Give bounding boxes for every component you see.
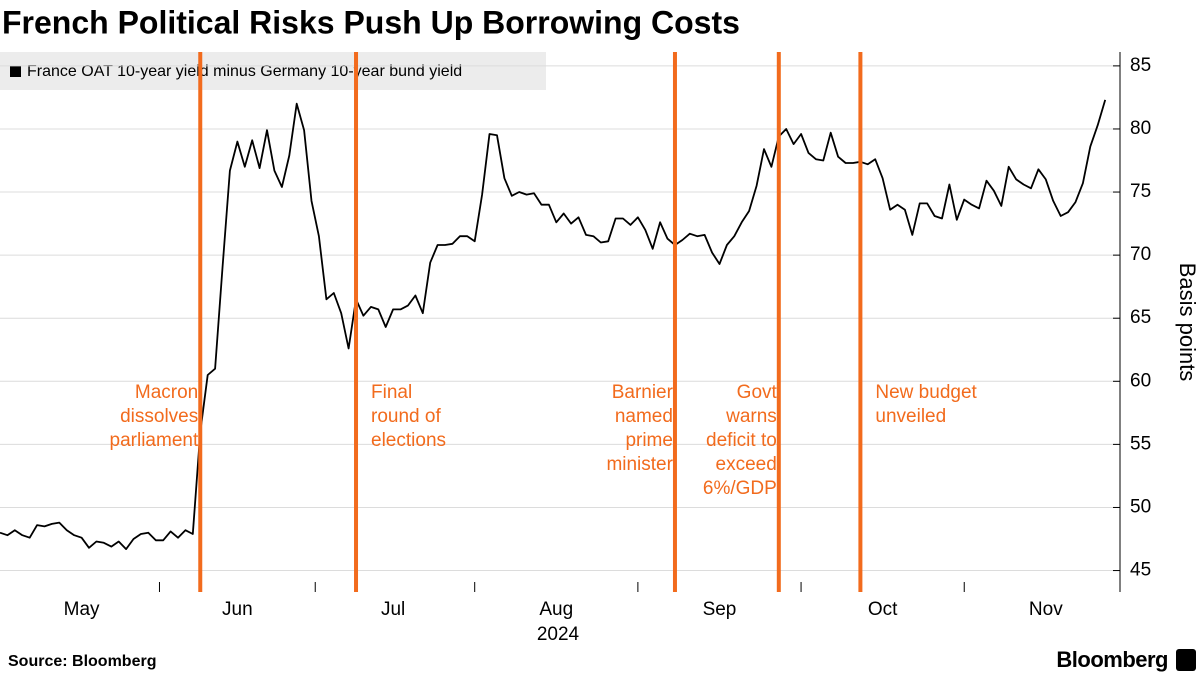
y-tick-label: 50 xyxy=(1130,496,1151,517)
y-tick-label: 85 xyxy=(1130,55,1151,76)
annotation-text: deficit to xyxy=(706,430,777,451)
x-tick-label: Oct xyxy=(868,599,898,620)
y-tick-label: 60 xyxy=(1130,370,1151,391)
x-tick-label: Jun xyxy=(222,599,253,620)
legend-swatch xyxy=(10,66,21,77)
chart-title: French Political Risks Push Up Borrowing… xyxy=(2,4,740,40)
annotation-text: exceed xyxy=(716,454,777,475)
x-tick-label: Sep xyxy=(703,599,737,620)
annotation-text: minister xyxy=(606,454,673,475)
x-tick-label: Aug xyxy=(539,599,573,620)
annotation-text: Macron xyxy=(135,382,198,403)
y-tick-label: 65 xyxy=(1130,307,1151,328)
legend-label: France OAT 10-year yield minus Germany 1… xyxy=(27,63,462,80)
y-tick-label: 75 xyxy=(1130,181,1151,202)
y-tick-label: 55 xyxy=(1130,433,1151,454)
annotation-text: Final xyxy=(371,382,412,403)
annotation-text: New budget xyxy=(875,382,977,403)
annotation-text: dissolves xyxy=(120,406,198,427)
y-axis-label: Basis points xyxy=(1175,263,1200,382)
annotation-text: 6%/GDP xyxy=(703,478,777,499)
annotation-text: prime xyxy=(625,430,673,451)
annotation-text: warns xyxy=(725,406,777,427)
x-tick-label: May xyxy=(64,599,100,620)
annotation-text: named xyxy=(615,406,673,427)
y-tick-label: 45 xyxy=(1130,560,1151,581)
brand-icon xyxy=(1176,649,1196,671)
x-axis-label: 2024 xyxy=(537,624,580,645)
x-tick-label: Jul xyxy=(381,599,405,620)
annotation-text: elections xyxy=(371,430,446,451)
brand: Bloomberg xyxy=(1056,647,1168,672)
annotation-text: Barnier xyxy=(612,382,674,403)
legend xyxy=(0,52,546,90)
annotation-text: round of xyxy=(371,406,441,427)
annotation-text: Govt xyxy=(737,382,778,403)
source: Source: Bloomberg xyxy=(8,653,156,670)
annotation-text: parliament xyxy=(110,430,199,451)
y-tick-label: 70 xyxy=(1130,244,1151,265)
y-tick-label: 80 xyxy=(1130,118,1151,139)
x-tick-label: Nov xyxy=(1029,599,1063,620)
series-line xyxy=(0,99,1107,550)
annotation-text: unveiled xyxy=(875,406,946,427)
